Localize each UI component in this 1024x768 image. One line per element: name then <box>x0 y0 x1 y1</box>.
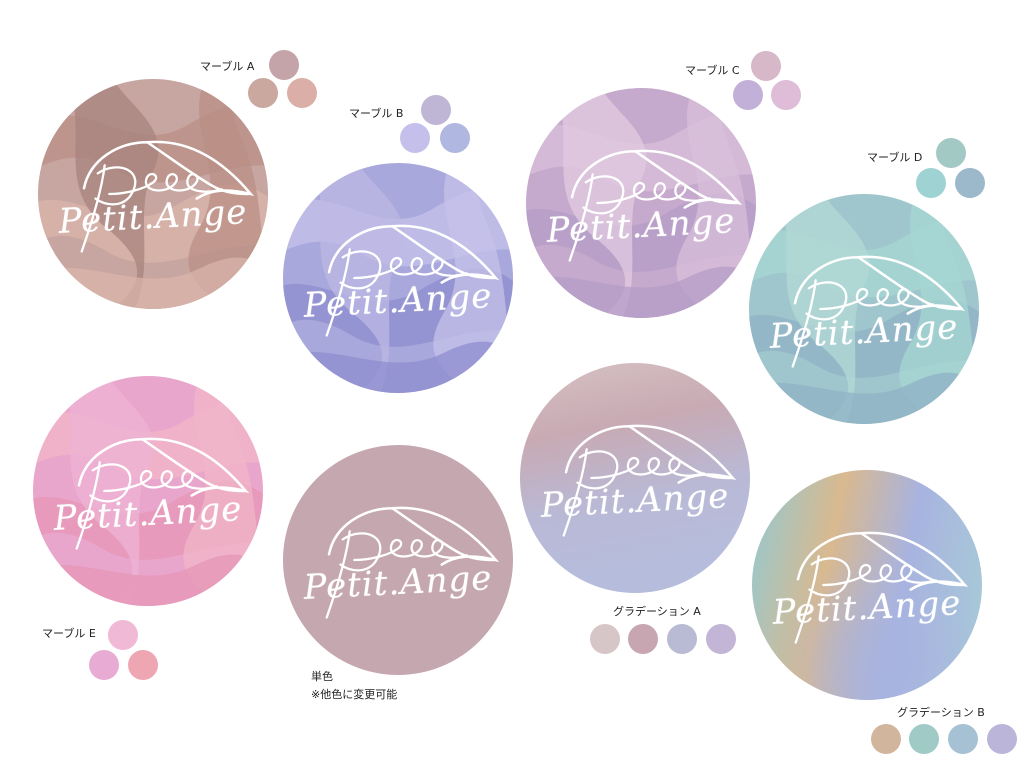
label-gradation-a: グラデーション A <box>613 605 701 618</box>
color-swatch <box>128 650 158 680</box>
badge-marble-c: Petit.Ange <box>526 88 756 318</box>
wing-logo-icon <box>75 437 250 550</box>
badge-background <box>752 470 982 700</box>
color-swatch <box>955 168 985 198</box>
wing-logo-icon <box>562 424 737 537</box>
color-swatch <box>269 50 299 80</box>
color-swatch <box>948 724 978 754</box>
wing-logo-icon <box>325 224 500 337</box>
color-swatch <box>421 95 451 125</box>
color-swatch <box>936 138 966 168</box>
badge-solid: Petit.Ange <box>283 445 513 675</box>
color-swatch <box>871 724 901 754</box>
color-swatch <box>628 624 658 654</box>
wing-logo-icon <box>325 506 500 619</box>
badge-gradation-a: Petit.Ange <box>520 363 750 593</box>
label-marble-e: マーブル E <box>42 627 96 640</box>
color-swatch <box>751 51 781 81</box>
badge-background <box>283 163 513 393</box>
badge-background <box>749 194 979 424</box>
color-swatch <box>706 624 736 654</box>
badge-marble-e: Petit.Ange <box>33 376 263 606</box>
label-marble-d: マーブル D <box>867 151 923 164</box>
badge-marble-b: Petit.Ange <box>283 163 513 393</box>
color-swatch <box>108 620 138 650</box>
color-swatch <box>987 724 1017 754</box>
color-swatch <box>916 168 946 198</box>
label-marble-c: マーブル C <box>685 64 740 77</box>
badge-background <box>283 445 513 675</box>
badge-background <box>38 79 268 309</box>
color-swatch <box>440 123 470 153</box>
badge-gradation-b: Petit.Ange <box>752 470 982 700</box>
wing-logo-icon <box>791 255 966 368</box>
badge-background <box>520 363 750 593</box>
color-swatch <box>909 724 939 754</box>
color-swatch <box>248 78 278 108</box>
wing-logo-icon <box>568 149 743 262</box>
label-solid: 単色 <box>311 670 333 683</box>
label-gradation-b: グラデーション B <box>897 706 985 719</box>
color-swatch <box>733 80 763 110</box>
color-swatch <box>771 80 801 110</box>
color-swatch <box>89 650 119 680</box>
badge-background <box>33 376 263 606</box>
wing-logo-icon <box>794 531 969 644</box>
color-swatch <box>590 624 620 654</box>
label-marble-a: マーブル A <box>200 60 255 73</box>
color-swatch <box>400 123 430 153</box>
label-solid-note: ※他色に変更可能 <box>311 688 398 701</box>
wing-logo-icon <box>80 140 255 253</box>
color-swatch <box>287 78 317 108</box>
badge-background <box>526 88 756 318</box>
label-marble-b: マーブル B <box>349 107 404 120</box>
badge-marble-a: Petit.Ange <box>38 79 268 309</box>
color-swatch <box>667 624 697 654</box>
badge-marble-d: Petit.Ange <box>749 194 979 424</box>
